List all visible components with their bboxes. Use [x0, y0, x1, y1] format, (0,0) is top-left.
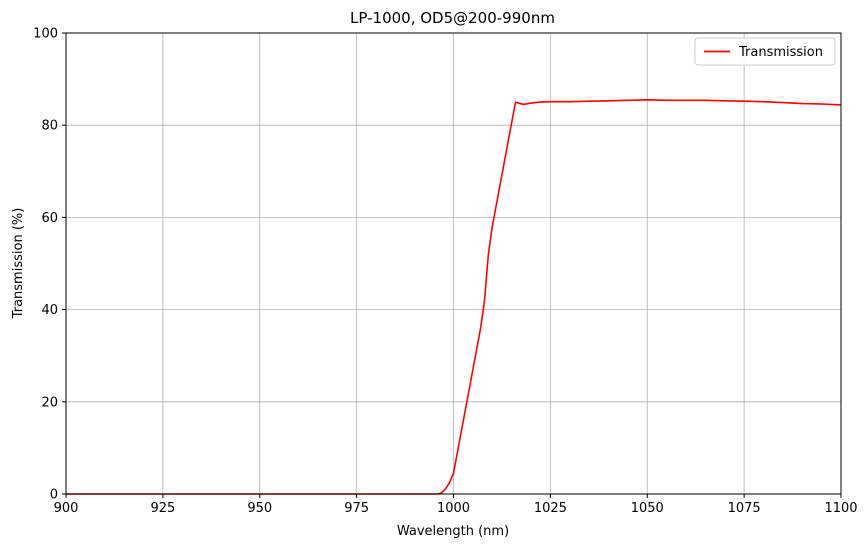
y-tick-label: 100 [33, 27, 58, 42]
x-tick-label: 900 [54, 501, 79, 516]
x-tick-label: 950 [247, 501, 272, 516]
y-tick-label: 80 [41, 119, 58, 134]
y-tick-label: 20 [41, 395, 58, 410]
x-tick-label: 925 [150, 501, 175, 516]
series-line-transmission [66, 99, 842, 495]
x-tick-label: 975 [344, 501, 369, 516]
ticks: 900 925 950 975 1000 1025 1050 1075 1100 0 20 40 60 8… [33, 27, 857, 517]
legend: Transmission [694, 37, 836, 66]
y-axis-title: Transmission (%) [11, 208, 26, 320]
x-axis-title: Wavelength (nm) [397, 524, 509, 539]
y-tick-label: 60 [41, 211, 58, 226]
x-tick-label: 1100 [824, 501, 857, 516]
y-tick-label: 0 [50, 488, 58, 503]
legend-box [694, 37, 836, 66]
x-tick-label: 1075 [728, 501, 761, 516]
y-tick-label: 40 [41, 303, 58, 318]
chart-title: LP-1000, OD5@200-990nm [350, 9, 555, 27]
legend-label: Transmission [738, 45, 823, 60]
x-tick-label: 1025 [534, 501, 567, 516]
x-tick-label: 1000 [437, 501, 470, 516]
series-layer [66, 99, 842, 495]
x-tick-label: 1050 [631, 501, 664, 516]
